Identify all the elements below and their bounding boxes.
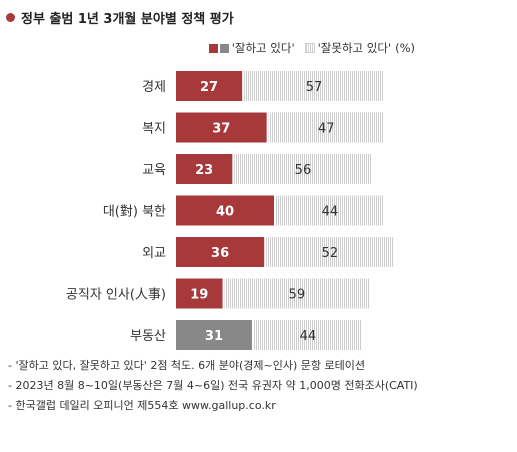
bar-bad xyxy=(234,154,372,184)
legend: '잘하고 있다' '잘못하고 있다' (%) xyxy=(208,40,415,56)
bar-bad-value-label: 59 xyxy=(289,288,306,303)
category-label: 대(對) 북한 xyxy=(103,205,166,220)
bar-bad xyxy=(244,71,384,101)
footnote-source: - 한국갤럽 데일리 오피니언 제554호 www.gallup.co.kr xyxy=(8,399,276,412)
bar-bad xyxy=(224,278,370,309)
bar-bad-value-label: 44 xyxy=(322,205,339,220)
legend-unit: (%) xyxy=(395,41,415,55)
bar-good xyxy=(176,237,265,267)
bar-good xyxy=(176,71,243,101)
bar-good-value-label: 37 xyxy=(212,122,230,137)
bar-good xyxy=(176,112,267,143)
legend-bad-swatch xyxy=(304,43,315,53)
legend-good-label: '잘하고 있다' xyxy=(231,41,295,55)
chart-title-row: 정부 출범 1년 3개월 분야별 정책 평가 xyxy=(6,6,234,28)
bar-good-value-label: 19 xyxy=(190,288,208,303)
bar-good-value-label: 31 xyxy=(205,329,223,344)
title-bullet-icon xyxy=(6,12,15,22)
bar-bad xyxy=(268,112,384,143)
bar-good-value-label: 40 xyxy=(216,205,234,220)
footnote-scale: - '잘하고 있다, 잘못하고 있다' 2점 척도. 6개 분야(경제~인사) … xyxy=(8,359,366,372)
legend-bad-label: '잘못하고 있다' xyxy=(317,41,392,55)
bar-bad-value-label: 52 xyxy=(322,246,339,261)
bar-good-value-label: 27 xyxy=(200,80,218,95)
bar-bad xyxy=(266,237,394,267)
bar-good-value-label: 36 xyxy=(211,246,229,261)
category-label: 공직자 인사(人事) xyxy=(66,288,166,303)
bar-bad-value-label: 47 xyxy=(318,122,335,137)
bar-bad-value-label: 44 xyxy=(300,329,317,344)
footnotes: - '잘하고 있다, 잘못하고 있다' 2점 척도. 6개 분야(경제~인사) … xyxy=(8,356,418,416)
category-label: 교육 xyxy=(142,163,166,178)
footnote-survey: - 2023년 8월 8~10일(부동산은 7월 4~6일) 전국 유권자 약 … xyxy=(8,379,418,392)
category-label: 경제 xyxy=(142,80,166,95)
category-label: 복지 xyxy=(142,122,166,137)
legend-neutral-swatch xyxy=(219,43,229,53)
bar-good xyxy=(176,278,223,309)
bar-good xyxy=(176,154,233,184)
bar-bad-value-label: 57 xyxy=(306,80,323,95)
category-label: 부동산 xyxy=(130,329,166,344)
bar-bad-value-label: 56 xyxy=(295,163,312,178)
legend-good-swatch xyxy=(208,43,218,53)
bar-bad xyxy=(253,320,362,350)
chart-title: 정부 출범 1년 3개월 분야별 정책 평가 xyxy=(21,11,234,27)
bar-bad xyxy=(276,195,384,226)
bar-good xyxy=(176,195,274,226)
bar-good xyxy=(176,320,252,350)
category-label: 외교 xyxy=(142,246,166,261)
bar-good-value-label: 23 xyxy=(195,163,213,178)
